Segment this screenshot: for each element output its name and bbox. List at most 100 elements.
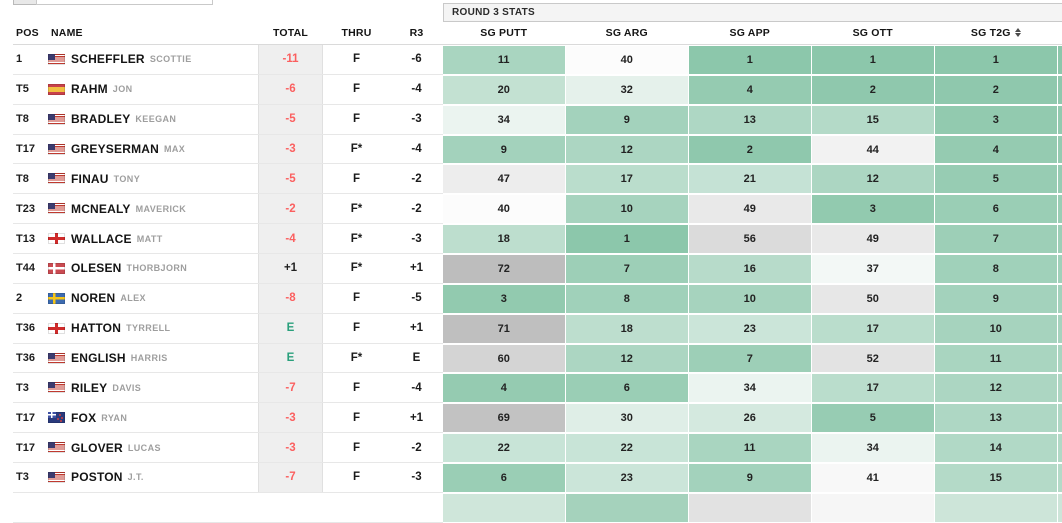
sg-putt-cell: 71 <box>443 314 565 343</box>
position-label: T17 <box>16 411 35 424</box>
table-row[interactable]: T5 RAHM JON -6 F -4 20 32 4 2 2 <box>0 74 1062 105</box>
column-header-r3[interactable]: R3 <box>409 27 424 39</box>
total-score: -3 <box>258 433 323 463</box>
next-column-sliver <box>1058 314 1062 343</box>
sg-app-cell: 16 <box>689 255 811 283</box>
sg-putt-cell: 34 <box>443 105 565 134</box>
round3-score: -3 <box>411 232 422 245</box>
table-row[interactable]: T3 POSTON J.T. -7 F -3 6 23 9 41 15 <box>0 463 1062 493</box>
column-header-sg-arg[interactable]: SG ARG <box>605 27 648 39</box>
sg-t2g-cell: 3 <box>935 105 1057 134</box>
column-header-pos[interactable]: POS <box>16 27 39 39</box>
sg-arg-cell: 8 <box>566 284 688 313</box>
player-last-name: FINAU <box>71 171 109 186</box>
table-row[interactable]: T36 HATTON TYRRELL E F +1 71 18 23 17 10 <box>0 313 1062 344</box>
player-name-cell: GLOVER LUCAS <box>48 441 258 455</box>
table-row[interactable]: T13 WALLACE MATT -4 F* -3 18 1 56 49 7 <box>0 224 1062 255</box>
next-column-sliver <box>1058 195 1062 224</box>
sg-app-cell: 21 <box>689 165 811 194</box>
column-header-sg-app[interactable]: SG APP <box>729 27 770 39</box>
es-flag-icon <box>48 83 65 95</box>
round3-score: -2 <box>411 202 422 215</box>
round3-stats: 3 8 10 50 9 <box>443 284 1062 314</box>
player-first-name: MAVERICK <box>135 203 187 214</box>
sg-app-cell: 4 <box>689 75 811 104</box>
dk-flag-icon <box>48 262 65 274</box>
sg-putt-cell: 72 <box>443 255 565 283</box>
thru-status: F <box>352 53 361 66</box>
table-row[interactable]: T36 ENGLISH HARRIS E F* E 60 12 7 52 11 <box>0 343 1062 374</box>
round3-stats: 69 30 26 5 13 <box>443 403 1062 433</box>
thru-status: F <box>352 322 361 335</box>
player-last-name: SCHEFFLER <box>71 52 145 67</box>
round3-stats: 22 22 11 34 14 <box>443 433 1062 463</box>
sg-t2g-cell: 13 <box>935 404 1057 433</box>
total-score: -2 <box>258 194 323 224</box>
table-row[interactable]: T17 GREYSERMAN MAX -3 F* -4 9 12 2 44 4 <box>0 134 1062 165</box>
round3-score: -6 <box>411 53 422 66</box>
round3-stats: 47 17 21 12 5 <box>443 164 1062 194</box>
column-header-sg-t2g[interactable]: SG T2G <box>935 27 1057 39</box>
next-column-sliver <box>1058 464 1062 492</box>
total-score: -4 <box>258 224 323 254</box>
player-last-name: GLOVER <box>71 440 123 455</box>
us-flag-icon <box>48 382 65 394</box>
column-header-total[interactable]: TOTAL <box>272 27 309 39</box>
position-label: T23 <box>16 202 35 215</box>
cutoff-control-box[interactable] <box>13 0 37 5</box>
column-header-sg-putt[interactable]: SG PUTT <box>480 27 528 39</box>
thru-status: F <box>352 411 361 424</box>
sg-t2g-cell: 4 <box>935 135 1057 164</box>
player-info: T36 ENGLISH HARRIS E F* E <box>13 343 443 374</box>
player-first-name: RYAN <box>101 412 128 423</box>
sg-ott-cell: 12 <box>812 165 934 194</box>
player-last-name: MCNEALY <box>71 201 131 216</box>
position-label: T44 <box>16 262 35 275</box>
column-header-name[interactable]: NAME <box>51 27 83 39</box>
column-header-thru[interactable]: THRU <box>341 27 372 39</box>
thru-status: F* <box>350 232 363 245</box>
cutoff-search-input[interactable] <box>36 0 213 5</box>
total-score: -8 <box>258 283 323 313</box>
sg-ott-cell: 34 <box>812 434 934 463</box>
table-row[interactable]: T23 MCNEALY MAVERICK -2 F* -2 40 10 49 3 6 <box>0 194 1062 225</box>
round-3-stats-label: ROUND 3 STATS <box>452 7 535 18</box>
player-name-cell: BRADLEY KEEGAN <box>48 112 258 126</box>
table-row[interactable]: T17 GLOVER LUCAS -3 F -2 22 22 11 34 14 <box>0 433 1062 464</box>
sg-ott-cell: 2 <box>812 75 934 104</box>
position-label: T36 <box>16 322 35 335</box>
player-info: T13 WALLACE MATT -4 F* -3 <box>13 224 443 255</box>
player-name-cell: HATTON TYRRELL <box>48 321 258 335</box>
sg-ott-cell: 49 <box>812 225 934 254</box>
round3-score: -3 <box>411 471 422 484</box>
player-last-name: RILEY <box>71 380 108 395</box>
player-name-cell: RILEY DAVIS <box>48 381 258 395</box>
thru-status: F <box>352 113 361 126</box>
player-first-name: THORBJORN <box>126 263 188 274</box>
table-row[interactable]: T44 OLESEN THORBJORN +1 F* +1 72 7 16 37 8 <box>0 254 1062 284</box>
next-column-sliver <box>1058 165 1062 194</box>
player-name-cell: WALLACE MATT <box>48 232 258 246</box>
player-name-cell: RAHM JON <box>48 82 258 96</box>
position-label: T8 <box>16 172 29 185</box>
us-flag-icon <box>48 53 65 65</box>
sg-putt-cell: 47 <box>443 165 565 194</box>
player-info: T44 OLESEN THORBJORN +1 F* +1 <box>13 254 443 284</box>
table-row[interactable]: T8 BRADLEY KEEGAN -5 F -3 34 9 13 15 3 <box>0 104 1062 135</box>
table-row[interactable]: 2 NOREN ALEX -8 F -5 3 8 10 50 9 <box>0 283 1062 314</box>
player-name-cell: OLESEN THORBJORN <box>48 261 258 275</box>
player-first-name: J.T. <box>127 472 144 483</box>
total-score: +1 <box>258 254 323 283</box>
table-row[interactable]: T17 FOX RYAN -3 F +1 69 30 26 5 13 <box>0 403 1062 434</box>
sg-ott-cell: 50 <box>812 284 934 313</box>
player-first-name: DAVIS <box>112 382 142 393</box>
player-info: 1 SCHEFFLER SCOTTIE -11 F -6 <box>13 45 443 75</box>
player-last-name: OLESEN <box>71 261 122 276</box>
position-label: T3 <box>16 471 29 484</box>
column-header-sg-ott[interactable]: SG OTT <box>852 27 893 39</box>
table-row[interactable]: 1 SCHEFFLER SCOTTIE -11 F -6 11 40 1 1 1 <box>0 45 1062 75</box>
player-first-name: ALEX <box>120 293 146 304</box>
table-row[interactable]: T8 FINAU TONY -5 F -2 47 17 21 12 5 <box>0 164 1062 195</box>
player-info: T5 RAHM JON -6 F -4 <box>13 74 443 105</box>
table-row[interactable]: T3 RILEY DAVIS -7 F -4 4 6 34 17 12 <box>0 373 1062 404</box>
